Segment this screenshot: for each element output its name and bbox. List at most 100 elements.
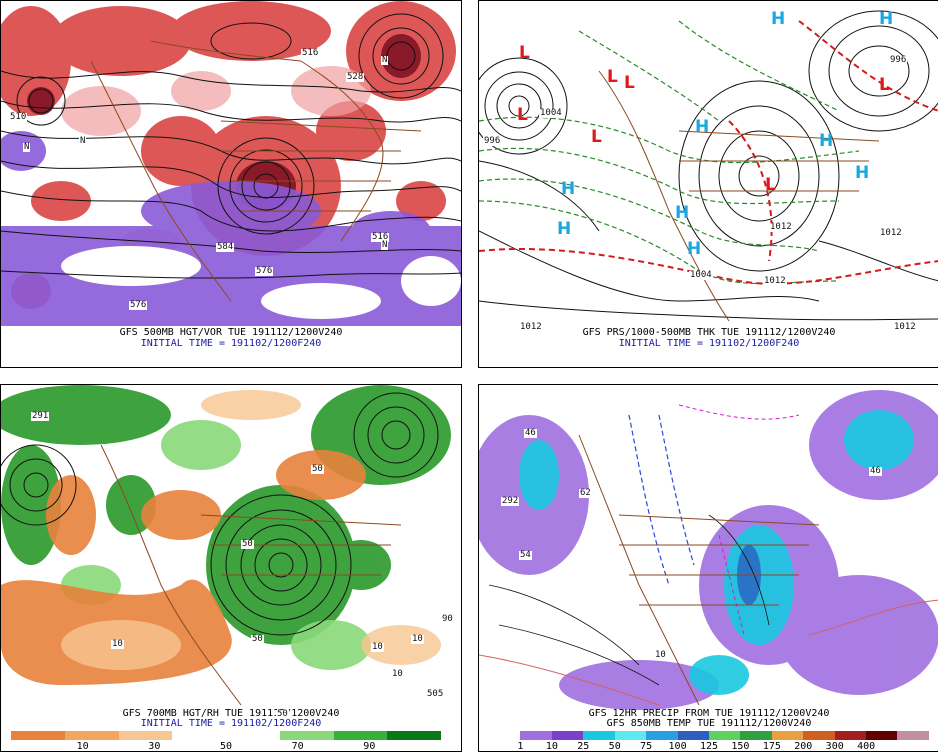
low-pressure-marker: L [517,105,528,125]
colorbar-cell [333,731,388,740]
colorbar-cells [489,731,929,740]
contour-label: N [381,55,389,65]
colorbar-cell [803,731,835,740]
contour-label: 516 [301,48,320,58]
high-pressure-marker: H [819,131,834,151]
high-pressure-marker: H [879,9,894,29]
panel-precip-850mb-temp: GFS 12HR PRECIP FROM TUE 191112/1200V240… [478,384,938,752]
colorbar-tick-label: 75 [640,741,653,752]
colorbar-cell [708,731,741,740]
contour-label: 10 [371,642,384,652]
contour-label: 576 [255,266,274,276]
caption-title: GFS 500MB HGT/VOR TUE 191112/1200V240 [119,327,343,338]
contour-label: 996 [483,136,502,146]
colorbar-cell [583,731,615,740]
colorbar-cell [520,731,552,740]
contour-label: 10 [391,669,404,679]
high-pressure-marker: H [687,239,702,259]
contour-label: 90 [441,614,454,624]
colorbar-cell [771,731,804,740]
contour-label: 510 [9,112,28,122]
colorbar-tick-label: 70 [291,741,304,752]
caption-initial-time: INITIAL TIME = 191102/1200F240 [140,338,322,349]
colorbar-ticks: 10 30 50 70 90 [11,741,441,752]
colorbar-cell [387,731,441,740]
low-pressure-marker: L [519,43,530,63]
low-pressure-marker: L [607,67,618,87]
panel-500mb-hgt-vor: GFS 500MB HGT/VOR TUE 191112/1200V240 IN… [0,0,462,368]
colorbar-tick-label: 150 [731,741,750,752]
contour-label: 505 [426,689,445,699]
high-pressure-marker: H [561,179,576,199]
contour-label: 10 [411,634,424,644]
contour-label: 291 [31,411,50,421]
contour-label: 50 [251,634,264,644]
caption-initial-time: INITIAL TIME = 191102/1200F240 [140,718,322,729]
contour-label: N [381,240,389,250]
colorbar-tick-label: 1 [517,741,524,752]
colorbar-tick-label: 125 [699,741,719,752]
contour-label: 516 [371,232,390,242]
colorbar-tick-label: 50 [608,741,621,752]
contour-label: N [23,142,31,152]
colorbar-cell [226,731,280,740]
colorbar-tick-label: 50 [219,741,233,752]
colorbar-cell [740,731,772,740]
colorbar-tick-label: 200 [794,741,813,752]
contour-label: 50 [311,464,324,474]
panel-pressure-thickness: GFS PRS/1000-500MB THK TUE 191112/1200V2… [478,0,938,368]
high-pressure-marker: H [695,117,710,137]
low-pressure-marker: L [879,75,890,95]
contour-label: 46 [524,428,537,438]
high-pressure-marker: H [557,219,572,239]
contour-label: 1012 [879,228,903,238]
colorbar-cell [677,731,709,740]
contour-label: 50 [276,709,289,719]
contour-label: 1004 [689,270,713,280]
high-pressure-marker: H [675,203,690,223]
colorbar-tick-label: 175 [762,741,781,752]
colorbar-cell [551,731,584,740]
contour-label: 1004 [539,108,563,118]
contour-label: 1012 [769,222,793,232]
colorbar-cell [279,731,334,740]
map-500mb-vorticity [1,1,461,326]
contour-label: 1012 [519,322,543,332]
colorbar-cell [614,731,647,740]
colorbar-tick-label: 30 [148,741,161,752]
colorbar-cell [172,731,226,740]
colorbar-cell [118,731,173,740]
colorbar-cell [64,731,119,740]
contour-label: 996 [889,55,908,65]
contour-label: 50 [241,539,254,549]
map-700mb-rh [1,385,461,710]
precip-colorbar: 1 10 25 50 75 100 125 150 175 200 300 400 [489,731,929,751]
colorbar-tick-label: 400 [857,741,876,752]
colorbar-cell [11,731,65,740]
contour-label: 46 [869,466,882,476]
contour-label: 54 [519,550,532,560]
colorbar-cell [866,731,898,740]
contour-label: 528 [346,72,365,82]
rh-colorbar: 10 30 50 70 90 [11,731,441,751]
colorbar-tick-label: 100 [668,741,687,752]
high-pressure-marker: H [771,9,786,29]
caption-subtitle: GFS 850MB TEMP TUE 191112/1200V240 [606,718,812,729]
colorbar-tick-label: 25 [577,741,590,752]
low-pressure-marker: L [591,127,602,147]
panel-700mb-hgt-rh: GFS 700MB HGT/RH TUE 191112/1200V240 INI… [0,384,462,752]
low-pressure-marker: L [765,175,776,195]
contour-label: 10 [111,639,124,649]
low-pressure-marker: L [624,73,635,93]
colorbar-cell [897,731,929,740]
contour-label: 576 [129,300,148,310]
contour-label: 292 [501,496,520,506]
high-pressure-marker: H [855,163,870,183]
caption-initial-time: INITIAL TIME = 191102/1200F240 [618,338,800,349]
colorbar-tick-label: 300 [825,741,844,752]
caption-title: GFS 700MB HGT/RH TUE 191112/1200V240 [122,708,340,719]
colorbar-cells [11,731,441,740]
colorbar-tick-label: 10 [545,741,558,752]
colorbar-cell [646,731,678,740]
colorbar-tick-label: 10 [76,741,89,752]
